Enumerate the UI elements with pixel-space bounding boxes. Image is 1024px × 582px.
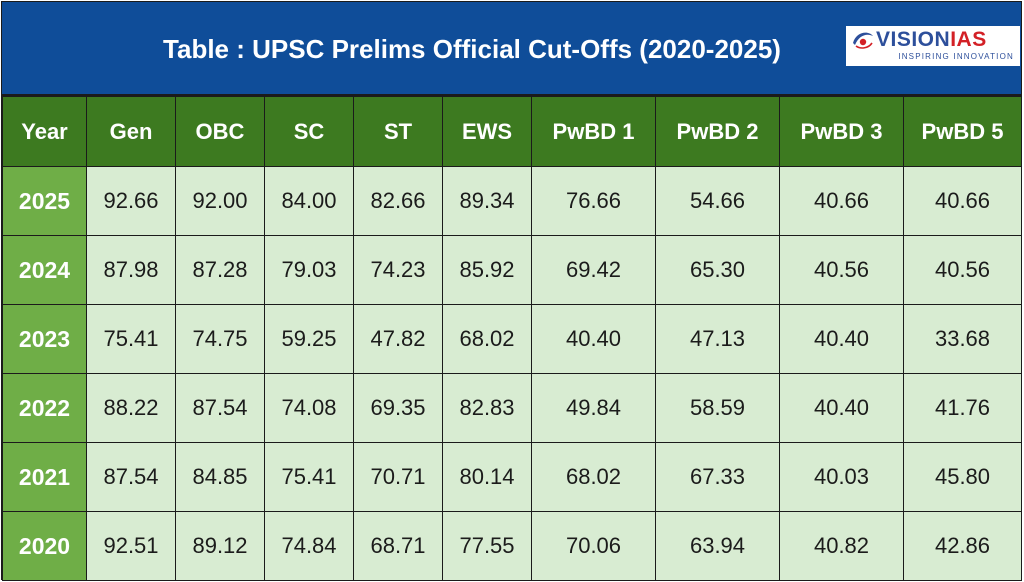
- table-cell: 88.22: [86, 373, 176, 443]
- col-header-gen: Gen: [86, 96, 176, 167]
- table-cell: 47.13: [655, 304, 780, 374]
- table-row: 2023 75.41 74.75 59.25 47.82 68.02 40.40…: [2, 304, 1022, 374]
- table-cell: 77.55: [442, 511, 532, 581]
- table-row: 2025 92.66 92.00 84.00 82.66 89.34 76.66…: [2, 166, 1022, 236]
- table-cell: 40.40: [531, 304, 656, 374]
- table-cell: 79.03: [264, 235, 354, 305]
- col-header-obc: OBC: [175, 96, 265, 167]
- col-header-ews: EWS: [442, 96, 532, 167]
- year-cell: 2021: [2, 442, 87, 512]
- table-cell: 58.59: [655, 373, 780, 443]
- table-cell: 92.66: [86, 166, 176, 236]
- col-header-pwbd2: PwBD 2: [655, 96, 780, 167]
- table-cell: 87.98: [86, 235, 176, 305]
- table-cell: 40.40: [779, 304, 904, 374]
- logo-swoosh-icon: [850, 29, 876, 51]
- table-cell: 75.41: [264, 442, 354, 512]
- table-cell: 87.28: [175, 235, 265, 305]
- table-cell: 89.34: [442, 166, 532, 236]
- table-cell: 69.35: [353, 373, 443, 443]
- table-cell: 80.14: [442, 442, 532, 512]
- logo-vision-text: VISION: [876, 28, 951, 51]
- table-row: 2021 87.54 84.85 75.41 70.71 80.14 68.02…: [2, 442, 1022, 512]
- table-cell: 45.80: [903, 442, 1022, 512]
- year-cell: 2023: [2, 304, 87, 374]
- table-cell: 74.08: [264, 373, 354, 443]
- table-cell: 42.86: [903, 511, 1022, 581]
- table-cell: 74.23: [353, 235, 443, 305]
- table-cell: 59.25: [264, 304, 354, 374]
- cutoff-table: Year Gen OBC SC ST EWS PwBD 1 PwBD 2 PwB…: [2, 96, 1022, 581]
- header-row: Year Gen OBC SC ST EWS PwBD 1 PwBD 2 PwB…: [2, 96, 1022, 167]
- table-cell: 40.56: [903, 235, 1022, 305]
- table-cell: 40.56: [779, 235, 904, 305]
- year-cell: 2022: [2, 373, 87, 443]
- table-cell: 68.71: [353, 511, 443, 581]
- col-header-pwbd5: PwBD 5: [903, 96, 1022, 167]
- col-header-year: Year: [2, 96, 87, 167]
- table-cell: 40.66: [779, 166, 904, 236]
- table-title: Table : UPSC Prelims Official Cut-Offs (…: [163, 34, 781, 64]
- table-cell: 82.83: [442, 373, 532, 443]
- table-cell: 82.66: [353, 166, 443, 236]
- table-row: 2020 92.51 89.12 74.84 68.71 77.55 70.06…: [2, 511, 1022, 581]
- table-cell: 65.30: [655, 235, 780, 305]
- logo-tagline: INSPIRING INNOVATION: [898, 52, 1014, 61]
- year-cell: 2025: [2, 166, 87, 236]
- col-header-st: ST: [353, 96, 443, 167]
- table-cell: 76.66: [531, 166, 656, 236]
- table-cell: 41.76: [903, 373, 1022, 443]
- col-header-sc: SC: [264, 96, 354, 167]
- table-cell: 68.02: [531, 442, 656, 512]
- title-banner: Table : UPSC Prelims Official Cut-Offs (…: [2, 2, 1021, 96]
- table-cell: 84.00: [264, 166, 354, 236]
- table-cell: 40.03: [779, 442, 904, 512]
- table-cell: 49.84: [531, 373, 656, 443]
- table-cell: 69.42: [531, 235, 656, 305]
- table-cell: 67.33: [655, 442, 780, 512]
- table-cell: 87.54: [175, 373, 265, 443]
- table-cell: 68.02: [442, 304, 532, 374]
- table-cell: 54.66: [655, 166, 780, 236]
- col-header-pwbd3: PwBD 3: [779, 96, 904, 167]
- table-cell: 75.41: [86, 304, 176, 374]
- year-cell: 2020: [2, 511, 87, 581]
- table-row: 2022 88.22 87.54 74.08 69.35 82.83 49.84…: [2, 373, 1022, 443]
- table-cell: 70.06: [531, 511, 656, 581]
- table-cell: 92.51: [86, 511, 176, 581]
- table-cell: 89.12: [175, 511, 265, 581]
- table-cell: 87.54: [86, 442, 176, 512]
- table-cell: 92.00: [175, 166, 265, 236]
- table-cell: 85.92: [442, 235, 532, 305]
- table-row: 2024 87.98 87.28 79.03 74.23 85.92 69.42…: [2, 235, 1022, 305]
- visionias-logo: VISION IAS INSPIRING INNOVATION: [846, 26, 1020, 66]
- table-cell: 40.40: [779, 373, 904, 443]
- table-cell: 40.82: [779, 511, 904, 581]
- logo-ias-text: IAS: [950, 28, 987, 51]
- year-cell: 2024: [2, 235, 87, 305]
- col-header-pwbd1: PwBD 1: [531, 96, 656, 167]
- table-cell: 84.85: [175, 442, 265, 512]
- table-cell: 74.75: [175, 304, 265, 374]
- table-cell: 63.94: [655, 511, 780, 581]
- table-cell: 33.68: [903, 304, 1022, 374]
- table-cell: 70.71: [353, 442, 443, 512]
- table-cell: 47.82: [353, 304, 443, 374]
- table-cell: 40.66: [903, 166, 1022, 236]
- table-cell: 74.84: [264, 511, 354, 581]
